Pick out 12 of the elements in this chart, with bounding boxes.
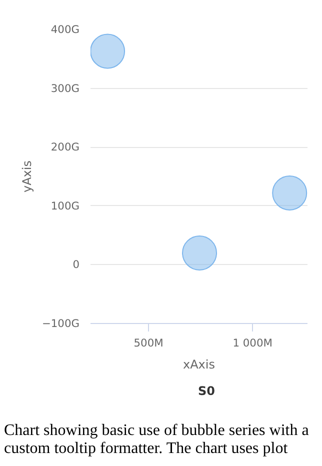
y-axis-title: yAxis: [20, 160, 34, 192]
y-tick-label: 300G: [50, 82, 80, 95]
x-tick-label: 1 000M: [232, 336, 272, 350]
text: S0: [198, 384, 216, 398]
y-tick-label: 100G: [50, 199, 80, 212]
x-tick-label: 500M: [134, 336, 164, 350]
y-tick-label: 400G: [50, 23, 80, 36]
y-tick-label: 0: [72, 258, 80, 272]
y-tick-label: −100G: [42, 317, 80, 330]
y-tick-label: 200G: [50, 140, 80, 154]
x-axis-title: xAxis: [183, 358, 215, 372]
text: Chart showing basic use of bubble series with a custom tooltip formatter. The chart uses plot: [4, 422, 310, 458]
